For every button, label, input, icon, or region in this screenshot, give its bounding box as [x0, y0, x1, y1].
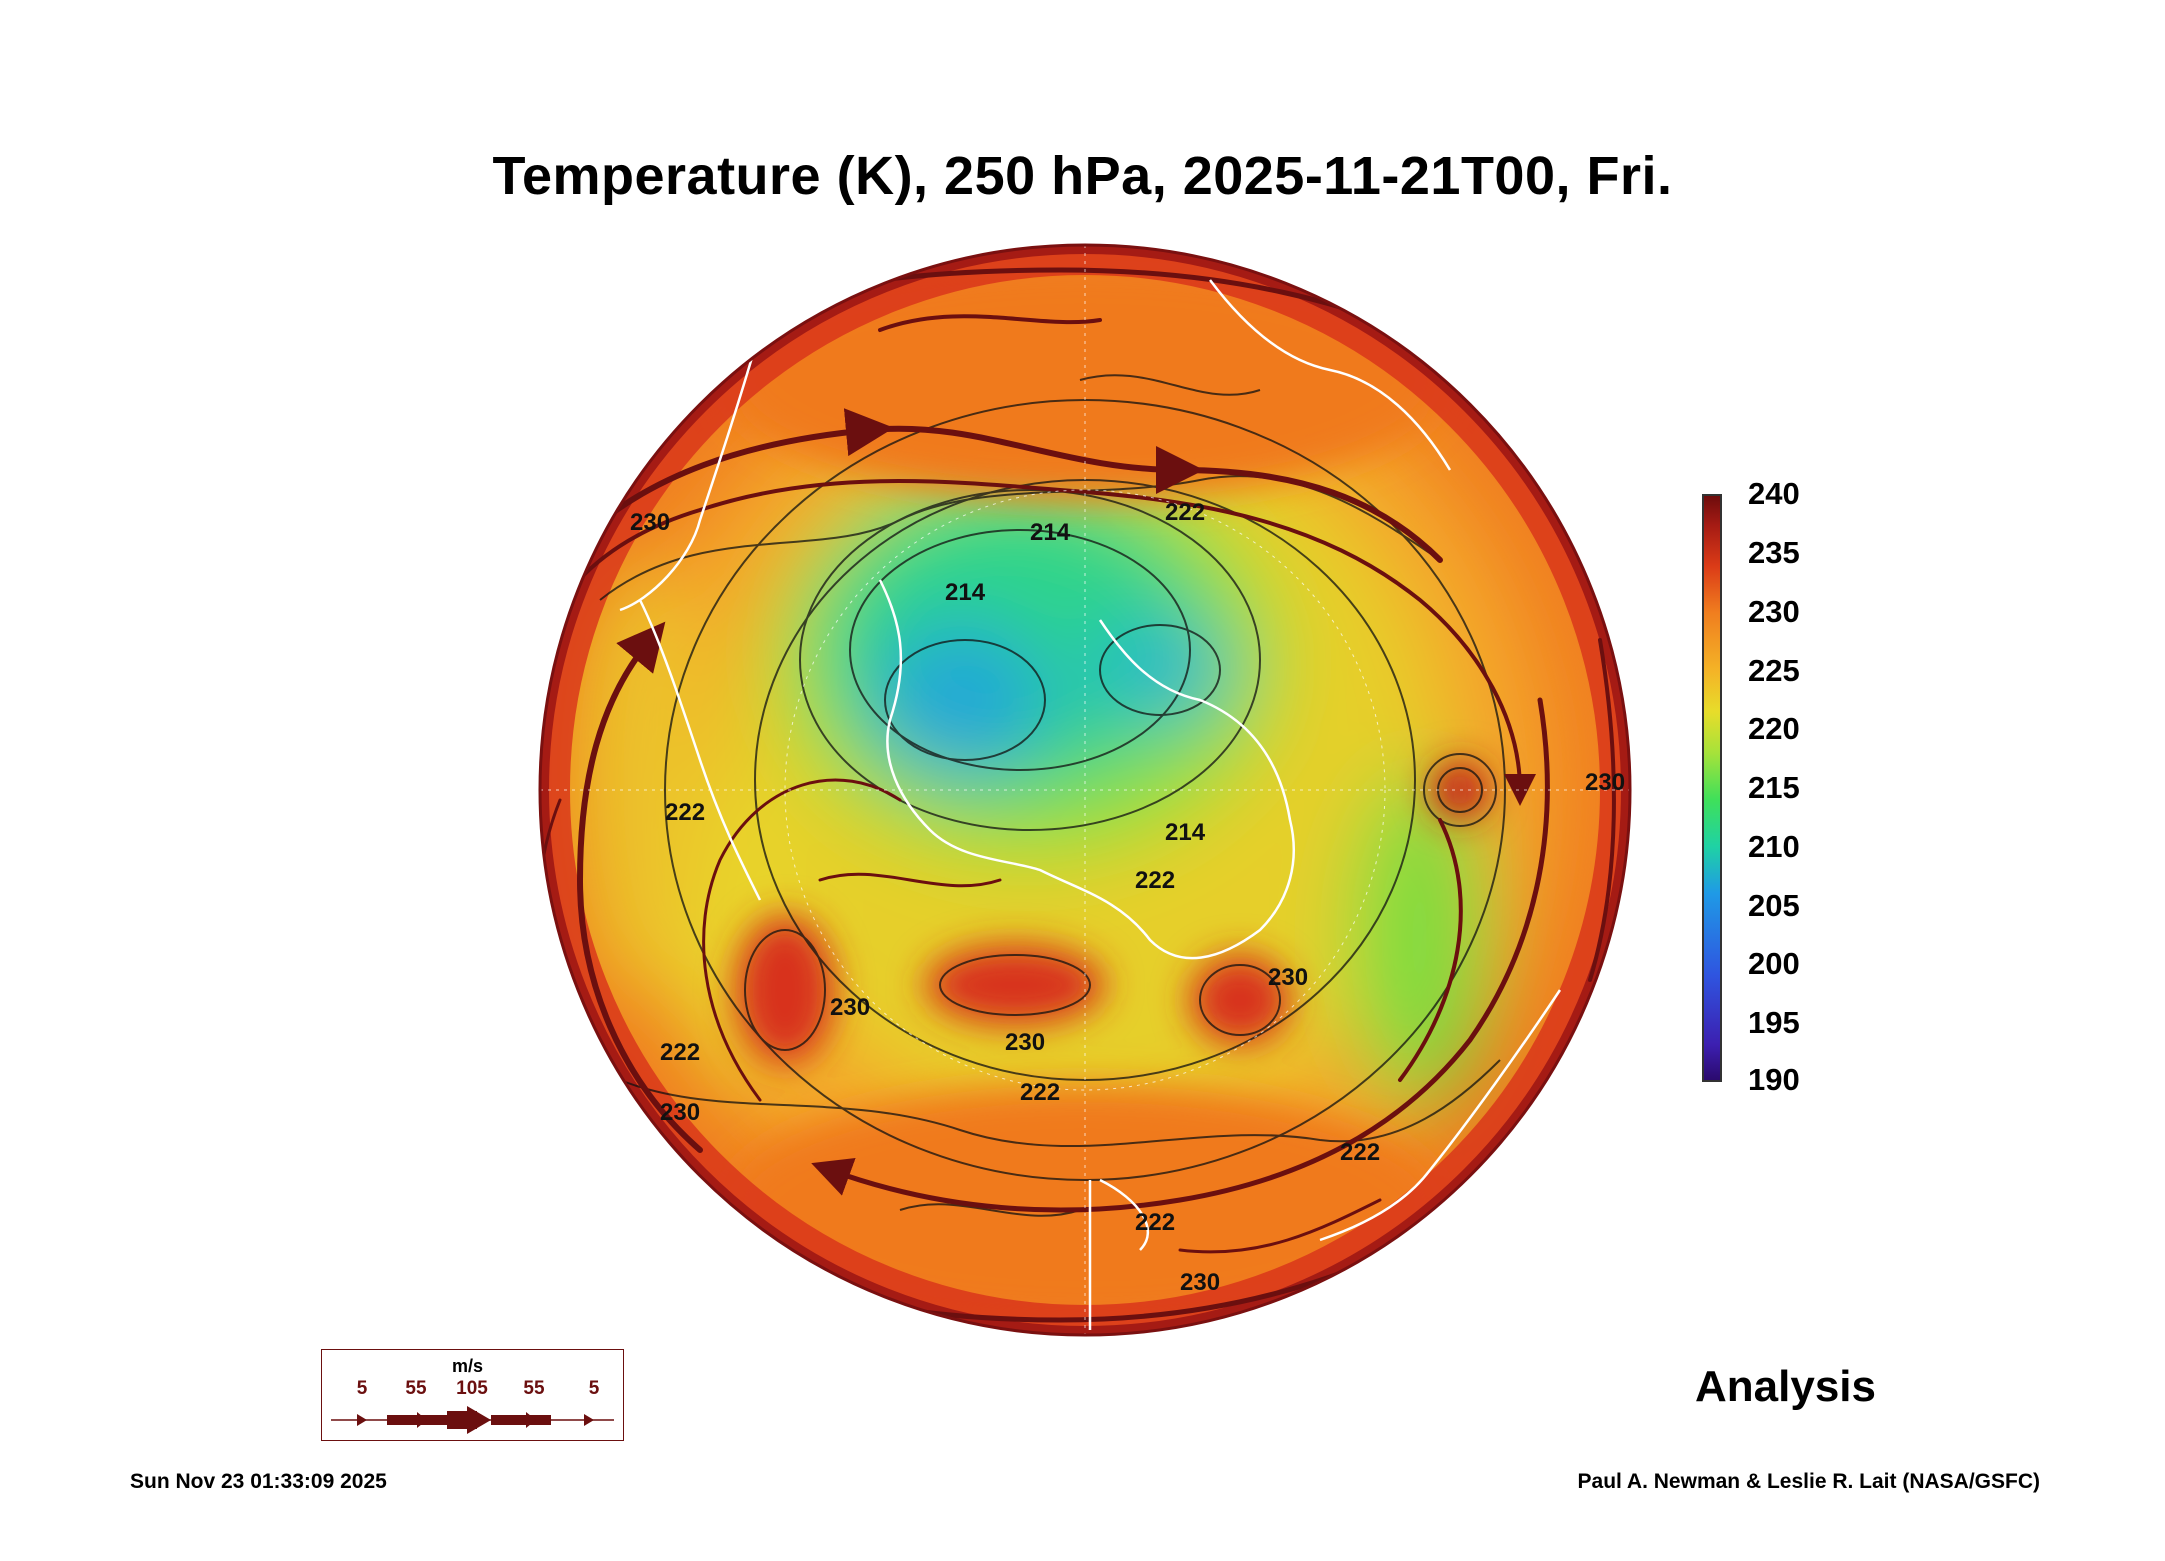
map-title: Temperature (K), 250 hPa, 2025-11-21T00,…	[492, 146, 1673, 206]
wind-legend-label: 105	[456, 1378, 488, 1399]
wind-legend-unit: m/s	[452, 1356, 484, 1376]
contour-label: 230	[1180, 1269, 1220, 1296]
contour-label: 222	[1340, 1139, 1380, 1166]
contour-label: 222	[1020, 1079, 1060, 1106]
temperature-field	[540, 245, 1630, 1335]
contour-label: 230	[1585, 769, 1625, 796]
contour-label: 230	[1005, 1029, 1045, 1056]
colorbar-tick-label: 210	[1748, 829, 1800, 864]
colorbar-tick-label: 215	[1748, 770, 1800, 805]
colorbar-tick-label: 200	[1748, 946, 1800, 981]
contour-label: 214	[945, 579, 986, 606]
colorbar-tick-label: 235	[1748, 535, 1800, 570]
wind-legend-label: 55	[523, 1378, 545, 1399]
contour-label: 230	[830, 994, 870, 1021]
contour-label: 230	[660, 1099, 700, 1126]
colorbar-tick-label: 205	[1748, 888, 1800, 923]
wind-legend-label: 5	[356, 1378, 368, 1399]
wind-speed-legend	[321, 1349, 624, 1441]
contour-label: 230	[630, 509, 670, 536]
contour-label: 230	[1268, 964, 1308, 991]
colorbar-tick-label: 195	[1748, 1005, 1800, 1040]
colorbar	[1702, 494, 1722, 1082]
wind-legend-label: 55	[405, 1378, 427, 1399]
colorbar-tick-label: 240	[1748, 476, 1800, 511]
colorbar-tick-label: 230	[1748, 594, 1800, 629]
contour-label: 222	[1135, 1209, 1175, 1236]
analysis-label: Analysis	[1695, 1362, 1876, 1411]
wind-legend-arrow-icon	[331, 1406, 614, 1434]
contour-label: 214	[1030, 519, 1071, 546]
contour-label: 222	[665, 799, 705, 826]
contour-label: 222	[660, 1039, 700, 1066]
colorbar-tick-label: 220	[1748, 711, 1800, 746]
colorbar-tick-label: 225	[1748, 653, 1800, 688]
contour-label: 222	[1135, 867, 1175, 894]
contour-label: 214	[1165, 819, 1206, 846]
credit: Paul A. Newman & Leslie R. Lait (NASA/GS…	[1577, 1470, 2040, 1493]
wind-legend-label: 5	[588, 1378, 600, 1399]
colorbar-tick-label: 190	[1748, 1062, 1800, 1097]
timestamp: Sun Nov 23 01:33:09 2025	[130, 1470, 387, 1493]
contour-label: 222	[1165, 499, 1205, 526]
